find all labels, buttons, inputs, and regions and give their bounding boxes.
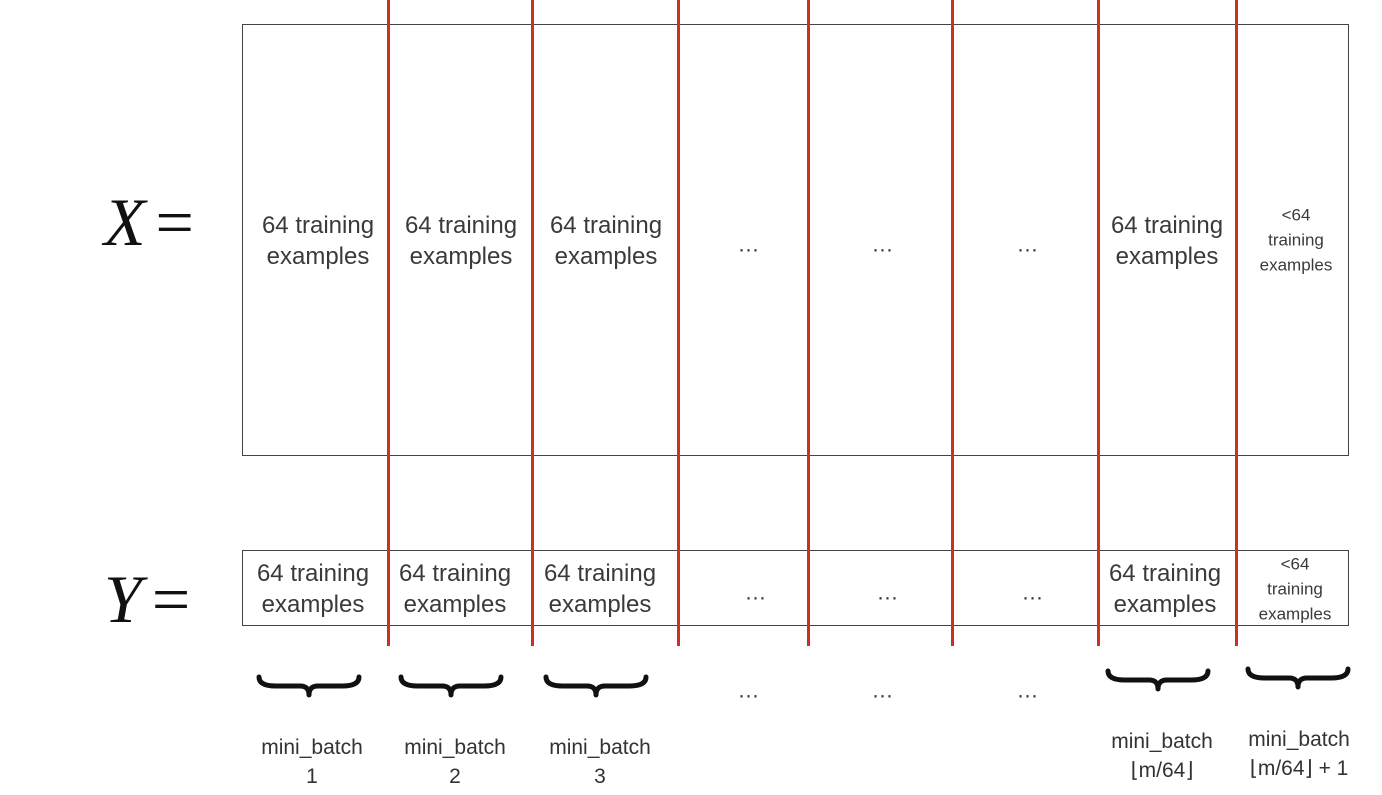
- minibatch-divider: [677, 0, 680, 646]
- curly-brace-icon: [1105, 668, 1211, 692]
- x-cell-ellipsis: …: [1016, 231, 1042, 257]
- caption-line: mini_batch: [1111, 730, 1213, 753]
- cell-line: examples: [261, 591, 365, 618]
- x-cell-2: 64 training examples: [405, 210, 517, 272]
- y-cell-ellipsis: …: [1021, 579, 1047, 605]
- minibatch-caption-2: mini_batch 2: [404, 733, 506, 791]
- minibatch-caption-last-full: mini_batch ⌊m/64⌋: [1111, 727, 1213, 785]
- x-cell-remainder: <64 training examples: [1260, 203, 1333, 278]
- cell-line: 64 training: [1110, 212, 1224, 239]
- cell-line: 64 training: [549, 212, 663, 239]
- caption-line: ⌊m/64⌋: [1130, 759, 1194, 782]
- x-cell-3: 64 training examples: [550, 210, 662, 272]
- curly-brace-icon: [256, 674, 362, 698]
- brace-ellipsis: …: [737, 677, 763, 703]
- cell-line: training: [1268, 230, 1324, 250]
- curly-brace-icon: [543, 674, 649, 698]
- cell-line: examples: [548, 591, 652, 618]
- minibatch-divider: [1235, 0, 1238, 646]
- y-cell-1: 64 training examples: [257, 558, 369, 620]
- y-cell-last-full: 64 training examples: [1109, 558, 1221, 620]
- x-cell-last-full: 64 training examples: [1111, 210, 1223, 272]
- curly-brace-icon: [1245, 666, 1351, 690]
- caption-line: mini_batch: [1248, 728, 1350, 751]
- brace-ellipsis: …: [871, 677, 897, 703]
- cell-line: 64 training: [261, 212, 375, 239]
- cell-line: 64 training: [1108, 560, 1222, 587]
- x-matrix-box: [242, 24, 1349, 456]
- y-cell-ellipsis: …: [744, 579, 770, 605]
- y-cell-ellipsis: …: [876, 579, 902, 605]
- cell-line: training: [1267, 579, 1323, 599]
- caption-line: ⌊m/64⌋ + 1: [1249, 757, 1349, 780]
- minibatch-caption-3: mini_batch 3: [549, 733, 651, 791]
- cell-line: <64: [1281, 205, 1311, 225]
- caption-line: mini_batch: [549, 736, 651, 759]
- minibatch-divider: [531, 0, 534, 646]
- x-symbol: X: [104, 184, 146, 260]
- caption-line: mini_batch: [404, 736, 506, 759]
- x-cell-ellipsis: …: [871, 231, 897, 257]
- cell-line: examples: [1115, 243, 1219, 270]
- cell-line: 64 training: [543, 560, 657, 587]
- cell-line: examples: [266, 243, 370, 270]
- minibatch-caption-remainder: mini_batch ⌊m/64⌋ + 1: [1248, 725, 1350, 783]
- cell-line: 64 training: [404, 212, 518, 239]
- y-matrix-label: Y =: [104, 565, 190, 633]
- cell-line: examples: [409, 243, 513, 270]
- curly-brace-icon: [398, 674, 504, 698]
- cell-line: examples: [554, 243, 658, 270]
- caption-line: 1: [306, 765, 318, 788]
- brace-ellipsis: …: [1016, 677, 1042, 703]
- cell-line: <64: [1280, 554, 1310, 574]
- caption-line: 2: [449, 765, 461, 788]
- cell-line: 64 training: [398, 560, 512, 587]
- y-cell-2: 64 training examples: [399, 558, 511, 620]
- cell-line: examples: [1259, 255, 1333, 275]
- y-symbol: Y: [104, 561, 142, 637]
- y-matrix-box: [242, 550, 1349, 626]
- cell-line: examples: [1258, 604, 1332, 624]
- x-equals-sign: =: [155, 184, 194, 260]
- caption-line: 3: [594, 765, 606, 788]
- minibatch-divider: [387, 0, 390, 646]
- cell-line: 64 training: [256, 560, 370, 587]
- y-cell-3: 64 training examples: [544, 558, 656, 620]
- minibatch-divider: [1097, 0, 1100, 646]
- caption-line: mini_batch: [261, 736, 363, 759]
- minibatch-caption-1: mini_batch 1: [261, 733, 363, 791]
- minibatch-divider: [951, 0, 954, 646]
- x-cell-1: 64 training examples: [262, 210, 374, 272]
- y-cell-remainder: <64 training examples: [1259, 552, 1332, 627]
- y-equals-sign: =: [151, 561, 191, 637]
- cell-line: examples: [1113, 591, 1217, 618]
- x-cell-ellipsis: …: [737, 231, 763, 257]
- x-matrix-label: X =: [104, 188, 194, 256]
- minibatch-divider: [807, 0, 810, 646]
- cell-line: examples: [403, 591, 507, 618]
